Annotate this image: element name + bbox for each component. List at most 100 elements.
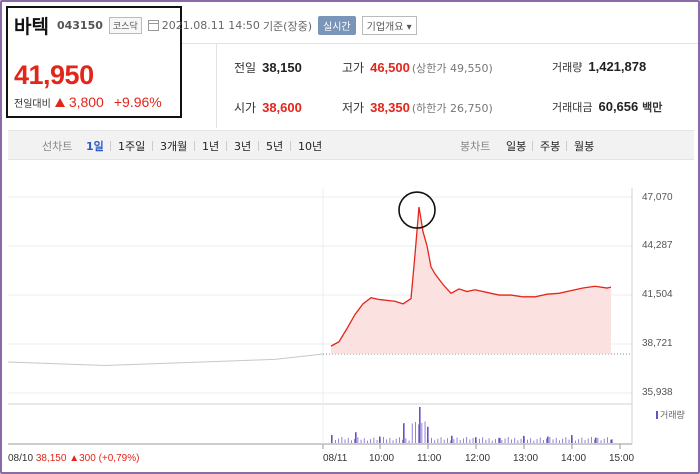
- volume-bar: [565, 437, 567, 443]
- volume-bar: [395, 438, 397, 443]
- stat-low: 저가 38,350 (하한가 26,750): [342, 99, 493, 116]
- separator: [566, 141, 567, 151]
- stat-value: 38,600: [262, 100, 302, 115]
- volume-bar: [419, 407, 421, 443]
- tab-1day[interactable]: 1일: [86, 140, 104, 153]
- separator: [532, 141, 533, 151]
- stock-name[interactable]: 바텍: [14, 16, 49, 38]
- stats-divider-vertical: [216, 44, 217, 128]
- volume-bar: [485, 439, 487, 443]
- tab-10years[interactable]: 10년: [298, 140, 323, 153]
- stat-value: 60,656: [598, 99, 639, 114]
- volume-bar: [475, 440, 477, 443]
- stat-label: 전일: [234, 61, 257, 75]
- x-tick-label: 11:00: [417, 453, 442, 464]
- separator: [110, 141, 111, 151]
- stat-high: 고가 46,500 (상한가 49,550): [342, 59, 493, 76]
- price-highlight-box: [6, 6, 182, 118]
- volume-bar: [411, 423, 413, 443]
- volume-bar: [571, 438, 573, 443]
- volume-bar: [498, 437, 500, 443]
- stat-sub: (상한가 49,550): [411, 62, 493, 75]
- volume-bar: [450, 440, 452, 443]
- volume-bar: [597, 437, 599, 443]
- volume-bar: [491, 440, 493, 443]
- tab-daily-candle[interactable]: 일봉: [506, 140, 527, 153]
- prev-day-change: ▲300: [69, 453, 96, 464]
- period-toolbar: 선차트 1일 1주일 3개월 1년 3년 5년 10년 봉차트 일봉 주봉 월봉: [8, 130, 694, 160]
- stat-label: 저가: [342, 101, 365, 115]
- volume-bar: [437, 438, 439, 443]
- volume-bar: [595, 437, 597, 443]
- volume-bar: [533, 440, 535, 443]
- volume-bar: [547, 436, 549, 443]
- volume-bar: [559, 440, 560, 443]
- volume-bar: [507, 437, 509, 443]
- tab-1year[interactable]: 1년: [202, 140, 220, 153]
- tab-weekly-candle[interactable]: 주봉: [540, 140, 561, 153]
- company-overview-dropdown[interactable]: 기업개요 ▾: [361, 16, 417, 35]
- stat-open: 시가 38,600: [234, 99, 302, 116]
- y-tick-label: 35,938: [642, 387, 673, 398]
- volume-bar: [591, 437, 592, 443]
- tab-3months[interactable]: 3개월: [160, 140, 188, 153]
- volume-bar: [594, 439, 596, 443]
- volume-bar: [456, 437, 458, 443]
- volume-bar: [523, 437, 525, 443]
- prev-day-quote: 08/10 38,150 ▲300 (+0,79%): [8, 453, 139, 464]
- y-tick-label: 41,504: [642, 289, 673, 300]
- volume-bar: [405, 438, 407, 443]
- volume-bar: [341, 437, 343, 443]
- datetime-text: 2021.08.11 14:50: [161, 19, 260, 32]
- tab-monthly-candle[interactable]: 월봉: [574, 140, 595, 153]
- volume-bar: [376, 440, 378, 443]
- volume-bar: [463, 438, 464, 443]
- volume-bar: [517, 440, 519, 443]
- up-arrow-icon: [54, 97, 65, 107]
- volume-bar: [427, 439, 429, 443]
- volume-bar: [511, 439, 512, 443]
- volume-bar: [479, 438, 480, 443]
- volume-bar: [451, 435, 453, 443]
- volume-bar: [469, 439, 471, 443]
- volume-bar: [360, 439, 362, 443]
- stock-header: 바텍 043150 코스닥 2021.08.11 14:50 기준(장중) 실시…: [14, 12, 417, 39]
- current-price: 41,950: [14, 60, 94, 90]
- change-value: 3,800: [68, 94, 104, 110]
- stat-sub: (하한가 26,750): [411, 102, 493, 115]
- stat-unit: 백만: [642, 101, 663, 114]
- line-chart-label: 선차트: [42, 140, 73, 153]
- prev-day-date: 08/10: [8, 453, 34, 464]
- tab-5years[interactable]: 5년: [266, 140, 284, 153]
- volume-bar: [408, 440, 410, 443]
- stock-code: 043150: [56, 19, 103, 32]
- stat-value: 1,421,878: [588, 59, 647, 74]
- volume-bar: [543, 440, 544, 443]
- volume-bar: [587, 438, 589, 443]
- volume-bar: [331, 435, 333, 443]
- stat-label: 거래대금: [552, 101, 593, 114]
- volume-bar: [488, 438, 490, 443]
- volume-bar: [335, 440, 336, 443]
- tab-3years[interactable]: 3년: [234, 140, 252, 153]
- volume-bar: [453, 439, 455, 443]
- volume-bar: [403, 423, 405, 443]
- x-tick-label: 10:00: [369, 453, 395, 464]
- realtime-button[interactable]: 실시간: [318, 16, 356, 35]
- volume-bar: [475, 437, 477, 443]
- volume-bar: [386, 439, 388, 443]
- volume-bar: [443, 439, 445, 443]
- y-tick-label: 38,721: [642, 338, 673, 349]
- volume-bar: [501, 440, 503, 443]
- volume-bar: [536, 439, 538, 443]
- tab-1week[interactable]: 1주일: [118, 140, 146, 153]
- volume-bar: [546, 438, 548, 443]
- volume-bar: [351, 440, 352, 443]
- price-change: 전일대비 3,800 +9.96%: [14, 94, 162, 110]
- series-line-prev-day: [7, 353, 324, 366]
- volume-bar: [344, 439, 346, 443]
- volume-bar: [552, 439, 554, 443]
- volume-bar: [389, 437, 391, 443]
